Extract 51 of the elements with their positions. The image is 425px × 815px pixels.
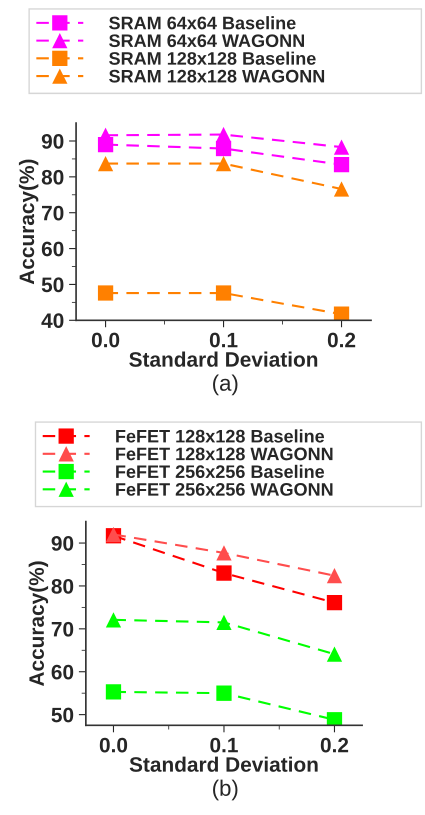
point — [216, 126, 232, 142]
point — [98, 156, 114, 172]
point — [326, 646, 342, 662]
y-tick-label: 70 — [42, 206, 64, 220]
legend-label: FeFET 128x128 WAGONN — [116, 448, 332, 460]
y-tick-label: 80 — [42, 170, 64, 185]
point — [326, 595, 342, 610]
point — [334, 181, 350, 197]
legend-label: FeFET 128x128 Baseline — [116, 429, 324, 443]
x-axis-title: Standard Deviation — [130, 756, 318, 772]
point — [326, 568, 342, 584]
legend-label: FeFET 256x256 Baseline — [116, 464, 324, 478]
y-tick-label: 70 — [52, 622, 74, 637]
y-tick-label: 60 — [52, 664, 74, 680]
text: (a) — [213, 374, 238, 396]
legend-label: SRAM 64x64 Baseline — [109, 16, 296, 30]
point — [334, 139, 350, 155]
legend-label: SRAM 128x128 WAGONN — [109, 70, 324, 83]
x-tick-label: 0.1 — [210, 332, 238, 348]
x-tick-label: 0.1 — [210, 738, 238, 752]
point — [334, 306, 350, 320]
y-axis-title: Accuracy(%) — [18, 160, 38, 284]
legend-label: SRAM 64x64 WAGONN — [109, 34, 304, 48]
point — [106, 684, 122, 700]
text: (b) — [213, 780, 238, 800]
y-tick-label: 60 — [42, 242, 64, 256]
y-axis-title: Accuracy(%) — [28, 561, 48, 686]
point — [216, 545, 232, 561]
point — [216, 565, 232, 581]
y-tick-label: 50 — [52, 708, 74, 722]
point — [326, 712, 342, 726]
y-tick-label: 40 — [41, 313, 64, 328]
point — [216, 285, 232, 301]
point — [98, 285, 114, 301]
y-tick-label: 90 — [42, 134, 64, 149]
y-tick-label: 80 — [52, 578, 74, 594]
x-axis-title: Standard Deviation — [129, 352, 318, 367]
x-tick-label: 0.2 — [328, 332, 356, 348]
legend-label: SRAM 128x128 Baseline — [109, 52, 316, 65]
y-tick-label: 50 — [42, 277, 64, 292]
point — [216, 686, 232, 701]
x-tick-label: 0.2 — [320, 738, 348, 752]
point — [216, 156, 232, 172]
point — [216, 614, 232, 630]
y-tick-label: 90 — [52, 536, 74, 551]
x-tick-label: 0.0 — [92, 332, 120, 348]
point — [334, 157, 350, 172]
point — [106, 612, 122, 628]
point — [216, 140, 232, 156]
legend-label: FeFET 256x256 WAGONN — [116, 483, 332, 496]
x-tick-label: 0.0 — [100, 738, 128, 752]
